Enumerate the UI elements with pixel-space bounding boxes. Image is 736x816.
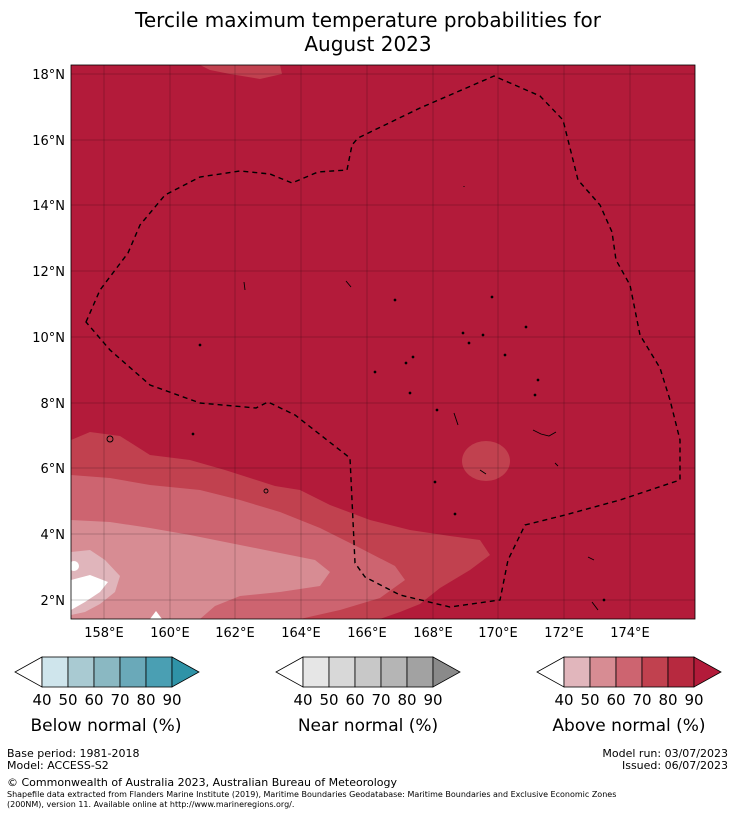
colorbar-segment bbox=[563, 656, 591, 688]
probability-field bbox=[71, 65, 695, 619]
lon-label: 164°E bbox=[281, 626, 321, 641]
title-line-1: Tercile maximum temperature probabilitie… bbox=[135, 8, 601, 32]
map-frame bbox=[70, 64, 696, 620]
colorbar-segment bbox=[615, 656, 643, 688]
colorbar: 40 50 60 70 80 90 bbox=[275, 656, 461, 709]
longitude-labels: 158°E 160°E 162°E 164°E 166°E 168°E 170°… bbox=[84, 626, 650, 641]
colorbar-tick-label: 70 bbox=[371, 691, 390, 709]
footer-meta-right: Model run: 03/07/2023 Issued: 06/07/2023 bbox=[602, 748, 728, 772]
colorbar-extend-low bbox=[14, 656, 43, 688]
colorbar-tick-label: 90 bbox=[423, 691, 442, 709]
lat-label: 4°N bbox=[41, 528, 66, 543]
lat-label: 6°N bbox=[41, 462, 66, 477]
colorbar-segment bbox=[641, 656, 669, 688]
lon-label: 174°E bbox=[610, 626, 650, 641]
colorbar-segment bbox=[67, 656, 95, 688]
base-period: Base period: 1981-2018 bbox=[7, 747, 140, 760]
colorbar-tick-label: 90 bbox=[162, 691, 181, 709]
colorbar-tick-label: 80 bbox=[397, 691, 416, 709]
shapefile-line-2: (200NM), version 11. Available online at… bbox=[7, 800, 295, 809]
colorbar-tick-label: 50 bbox=[58, 691, 77, 709]
eez-boundary bbox=[85, 75, 681, 608]
colorbar-tick-label: 50 bbox=[580, 691, 599, 709]
lat-label: 12°N bbox=[32, 265, 65, 280]
lon-label: 166°E bbox=[347, 626, 387, 641]
lat-label: 14°N bbox=[32, 199, 65, 214]
title-line-2: August 2023 bbox=[304, 32, 432, 56]
colorbar-extend-low bbox=[536, 656, 565, 688]
colorbar-tick-label: 90 bbox=[684, 691, 703, 709]
top-light-patch bbox=[200, 65, 282, 79]
lat-label: 2°N bbox=[41, 594, 66, 609]
colorbar-segment bbox=[406, 656, 434, 688]
map-title: Tercile maximum temperature probabilitie… bbox=[0, 8, 736, 56]
latitude-labels: 18°N 16°N 14°N 12°N 10°N 8°N 6°N 4°N 2°N bbox=[32, 68, 65, 609]
colorbar-tick-label: 40 bbox=[293, 691, 312, 709]
below-40-patch bbox=[71, 575, 108, 610]
colorbar-segment bbox=[93, 656, 121, 688]
colorbar-segment bbox=[328, 656, 356, 688]
model-run: Model run: 03/07/2023 bbox=[602, 747, 728, 760]
colorbar-extend-high bbox=[171, 656, 200, 688]
copyright: © Commonwealth of Australia 2023, Austra… bbox=[7, 776, 397, 789]
mid-light-blob bbox=[462, 441, 510, 481]
lon-label: 172°E bbox=[544, 626, 584, 641]
issued-date: Issued: 06/07/2023 bbox=[621, 759, 728, 772]
colorbar-tick-label: 60 bbox=[345, 691, 364, 709]
colorbar-label-below: Below normal (%) bbox=[30, 716, 182, 736]
lat-label: 8°N bbox=[41, 397, 66, 412]
colorbar-tick-label: 60 bbox=[606, 691, 625, 709]
colorbar-legend: 40 50 60 70 80 90 40 50 60 70 80 90 40 50 60 70 80 90 bbox=[14, 656, 722, 709]
lon-label: 162°E bbox=[215, 626, 255, 641]
colorbar-tick-label: 70 bbox=[110, 691, 129, 709]
map-figure: 18°N 16°N 14°N 12°N 10°N 8°N 6°N 4°N 2°N… bbox=[32, 64, 696, 641]
islands bbox=[106, 186, 606, 611]
colorbar-tick-label: 80 bbox=[136, 691, 155, 709]
colorbar-segment bbox=[302, 656, 330, 688]
lon-label: 160°E bbox=[150, 626, 190, 641]
below-40-spot bbox=[71, 561, 79, 571]
lat-label: 10°N bbox=[32, 331, 65, 346]
colorbar-tick-label: 50 bbox=[319, 691, 338, 709]
below-40-tip bbox=[150, 611, 162, 619]
above-60-region bbox=[71, 520, 330, 619]
colorbar-segment bbox=[354, 656, 382, 688]
lon-label: 170°E bbox=[478, 626, 518, 641]
colorbar: 40 50 60 70 80 90 bbox=[536, 656, 722, 709]
colorbar-segment bbox=[145, 656, 173, 688]
colorbar-label-near: Near normal (%) bbox=[297, 716, 439, 736]
colorbar-tick-label: 60 bbox=[84, 691, 103, 709]
colorbar-label-above: Above normal (%) bbox=[552, 716, 706, 736]
lon-label: 168°E bbox=[413, 626, 453, 641]
shapefile-attribution: Shapefile data extracted from Flanders M… bbox=[7, 790, 727, 810]
colorbar-segment bbox=[119, 656, 147, 688]
colorbar-segment bbox=[667, 656, 695, 688]
colorbar-segment bbox=[41, 656, 69, 688]
colorbar-tick-label: 40 bbox=[32, 691, 51, 709]
colorbar: 40 50 60 70 80 90 bbox=[14, 656, 200, 709]
lon-label: 158°E bbox=[84, 626, 124, 641]
colorbar-extend-high bbox=[432, 656, 461, 688]
colorbar-extend-high bbox=[693, 656, 722, 688]
colorbar-extend-low bbox=[275, 656, 304, 688]
colorbar-segment bbox=[589, 656, 617, 688]
colorbar-tick-label: 70 bbox=[632, 691, 651, 709]
colorbar-segment bbox=[380, 656, 408, 688]
lat-label: 16°N bbox=[32, 134, 65, 149]
lat-label: 18°N bbox=[32, 68, 65, 83]
shapefile-line-1: Shapefile data extracted from Flanders M… bbox=[7, 790, 617, 799]
colorbar-tick-label: 80 bbox=[658, 691, 677, 709]
footer-meta-left: Base period: 1981-2018 Model: ACCESS-S2 bbox=[7, 748, 139, 772]
colorbar-tick-label: 40 bbox=[554, 691, 573, 709]
model-name: Model: ACCESS-S2 bbox=[7, 759, 109, 772]
